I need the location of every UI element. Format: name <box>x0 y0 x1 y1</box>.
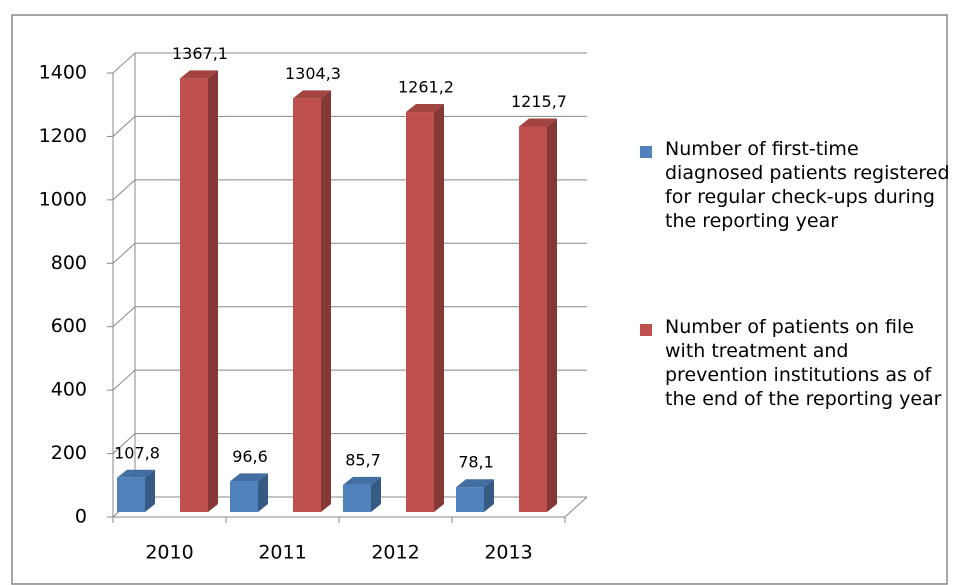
x-tick-label: 2011 <box>258 542 306 564</box>
bar <box>456 479 494 512</box>
bar <box>519 118 557 512</box>
x-tick-label: 2013 <box>484 542 532 564</box>
bar-top <box>456 479 494 488</box>
data-label: 107,8 <box>114 443 160 462</box>
bar-front <box>293 98 321 512</box>
bar-side <box>547 118 557 512</box>
bar-front <box>180 78 208 513</box>
data-label: 78,1 <box>458 453 494 472</box>
bar-side <box>371 476 381 512</box>
legend-label: Number of first-time diagnosed patients … <box>665 138 950 232</box>
bar-front <box>117 477 145 512</box>
legend-swatch <box>640 324 652 336</box>
data-label: 85,7 <box>345 450 381 469</box>
bar-side <box>484 479 494 512</box>
bar-front <box>456 487 484 512</box>
data-label: 1215,7 <box>511 92 567 111</box>
bar-side <box>321 90 331 512</box>
bar-top <box>519 118 557 127</box>
y-tick-label: 1400 <box>39 62 87 84</box>
bar-front <box>343 484 371 512</box>
y-tick-label: 1000 <box>39 188 87 210</box>
data-label: 96,6 <box>232 447 268 466</box>
bar <box>230 473 268 512</box>
bar-top <box>180 70 218 79</box>
grid-line <box>112 52 587 74</box>
bar-side <box>258 473 268 512</box>
y-tick-label: 0 <box>75 506 87 528</box>
bar <box>406 104 444 512</box>
bar-side <box>208 70 218 513</box>
data-label: 1367,1 <box>172 44 228 63</box>
legend-swatch <box>640 146 652 158</box>
bar-front <box>230 481 258 512</box>
bar-front <box>406 112 434 512</box>
bar-top <box>343 476 381 485</box>
bar-top <box>230 473 268 482</box>
y-tick-label: 800 <box>51 252 87 274</box>
bar-top <box>293 90 331 99</box>
bar <box>343 476 381 512</box>
chart-border <box>11 14 948 585</box>
bar <box>117 469 155 512</box>
y-tick-label: 200 <box>51 442 87 464</box>
y-tick-label: 400 <box>51 379 87 401</box>
bar-side <box>434 104 444 512</box>
y-tick-label: 600 <box>51 315 87 337</box>
bar-side <box>145 469 155 512</box>
bar-top <box>406 104 444 113</box>
bar-top <box>117 469 155 478</box>
legend-label: Number of patients on file with treatmen… <box>665 316 942 410</box>
bar <box>293 90 331 512</box>
data-label: 1261,2 <box>398 78 454 97</box>
x-tick-label: 2012 <box>371 542 419 564</box>
bar-front <box>519 126 547 512</box>
bar <box>180 70 218 513</box>
data-label: 1304,3 <box>285 64 341 83</box>
x-tick-label: 2010 <box>145 542 193 564</box>
y-tick-label: 1200 <box>39 125 87 147</box>
